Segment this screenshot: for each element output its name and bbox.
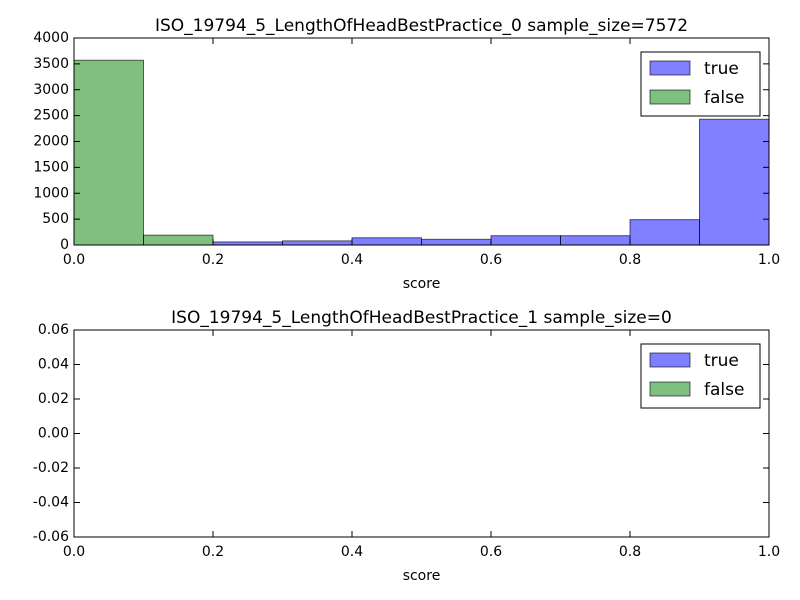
legend-swatch	[649, 381, 691, 397]
y-tick-label: -0.04	[33, 495, 69, 511]
x-tick-label: 1.0	[758, 544, 780, 560]
y-tick-label: 0.00	[38, 426, 69, 442]
y-tick-label: 3500	[33, 56, 69, 72]
legend-label: true	[704, 59, 739, 79]
y-tick-label: -0.06	[33, 529, 69, 545]
bar	[560, 235, 631, 246]
x-tick-label: 0.4	[341, 544, 363, 560]
x-tick-label: 1.0	[758, 252, 780, 268]
x-tick-label: 0.2	[202, 544, 224, 560]
bar	[629, 219, 700, 246]
y-tick-label: 0.06	[38, 322, 69, 338]
x-tick-label: 0.0	[63, 252, 85, 268]
y-tick-label: 1500	[33, 159, 69, 175]
x-tick-label: 0.6	[480, 544, 502, 560]
x-tick-label: 0.8	[619, 252, 641, 268]
legend-label: false	[704, 88, 744, 108]
bar	[699, 118, 770, 246]
x-tick-label: 0.2	[202, 252, 224, 268]
legend-label: true	[704, 351, 739, 371]
y-tick-label: 0	[60, 237, 69, 253]
axes-frame	[73, 329, 770, 538]
y-tick-label: 4000	[33, 30, 69, 46]
y-tick-label: 2000	[33, 134, 69, 150]
bar	[282, 240, 353, 246]
y-tick-label: 3000	[33, 82, 69, 98]
bar	[421, 238, 492, 246]
legend-swatch	[649, 60, 691, 76]
bar	[143, 234, 214, 246]
y-tick-label: -0.02	[33, 460, 69, 476]
legend-label: false	[704, 380, 744, 400]
axes-frame	[73, 37, 770, 246]
x-axis-label: score	[403, 568, 441, 584]
x-axis-label: score	[403, 276, 441, 292]
x-tick-label: 0.0	[63, 544, 85, 560]
chart-title: ISO_19794_5_LengthOfHeadBestPractice_1 s…	[171, 308, 672, 328]
bar	[490, 235, 561, 246]
legend-swatch	[649, 89, 691, 105]
y-tick-label: 1000	[33, 185, 69, 201]
legend-swatch	[649, 352, 691, 368]
bar	[351, 237, 422, 246]
y-tick-label: 0.04	[38, 357, 69, 373]
bar	[73, 59, 144, 246]
y-tick-label: 500	[42, 211, 69, 227]
y-tick-label: 2500	[33, 108, 69, 124]
chart-title: ISO_19794_5_LengthOfHeadBestPractice_0 s…	[155, 16, 688, 36]
x-tick-label: 0.8	[619, 544, 641, 560]
x-tick-label: 0.6	[480, 252, 502, 268]
y-tick-label: 0.02	[38, 391, 69, 407]
x-tick-label: 0.4	[341, 252, 363, 268]
